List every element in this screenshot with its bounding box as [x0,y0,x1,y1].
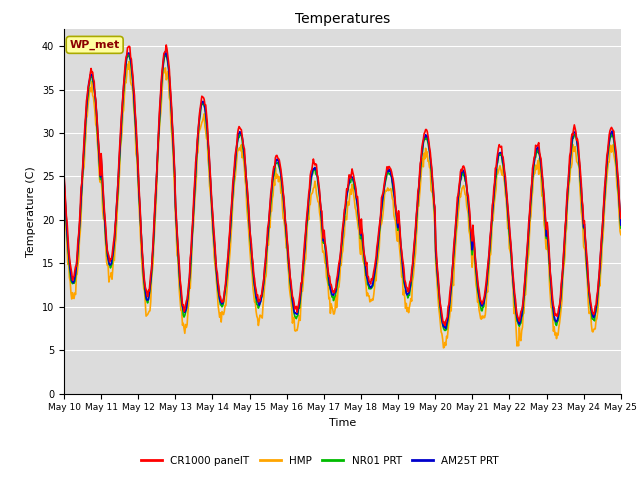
Title: Temperatures: Temperatures [295,12,390,26]
X-axis label: Time: Time [329,418,356,428]
Legend: CR1000 panelT, HMP, NR01 PRT, AM25T PRT: CR1000 panelT, HMP, NR01 PRT, AM25T PRT [137,452,503,470]
Text: WP_met: WP_met [70,40,120,50]
Y-axis label: Temperature (C): Temperature (C) [26,166,36,257]
